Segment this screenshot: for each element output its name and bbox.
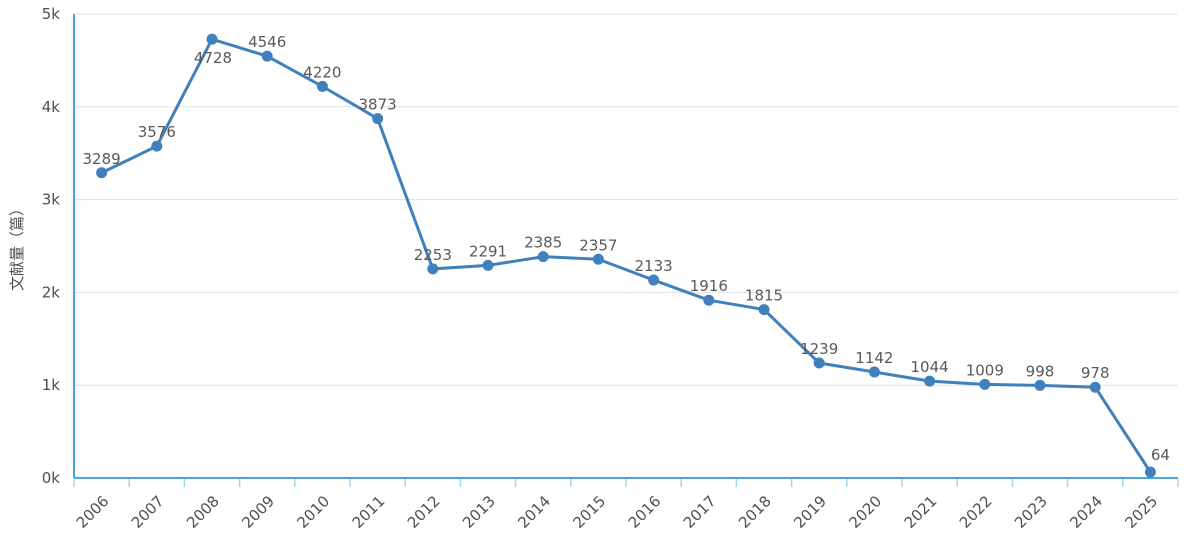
x-tick-label-2008: 2008 <box>183 492 223 532</box>
x-tick-label-2024: 2024 <box>1066 492 1106 532</box>
data-label-2016: 2133 <box>635 257 673 275</box>
data-point-2018[interactable] <box>758 304 770 316</box>
x-tick-label-2023: 2023 <box>1011 492 1051 532</box>
data-point-2013[interactable] <box>482 259 494 271</box>
y-tick-label: 0k <box>42 469 61 487</box>
x-tick-label-2006: 2006 <box>73 492 113 532</box>
y-tick-label: 5k <box>42 5 61 23</box>
x-tick-label-2015: 2015 <box>569 492 609 532</box>
y-tick-label: 3k <box>42 191 61 209</box>
data-label-2021: 1044 <box>911 358 949 376</box>
data-label-2020: 1142 <box>855 349 893 367</box>
x-tick-label-2017: 2017 <box>680 492 720 532</box>
data-label-2006: 3289 <box>83 150 121 168</box>
data-label-2024: 978 <box>1081 364 1110 382</box>
x-tick-label-2018: 2018 <box>735 492 775 532</box>
data-point-2024[interactable] <box>1089 381 1101 393</box>
data-label-2019: 1239 <box>800 340 838 358</box>
x-tick-label-2011: 2011 <box>349 492 389 532</box>
data-label-2009: 4546 <box>248 33 286 51</box>
data-label-2014: 2385 <box>524 234 562 252</box>
x-tick-label-2019: 2019 <box>790 492 830 532</box>
x-tick-label-2025: 2025 <box>1121 492 1161 532</box>
data-label-2007: 3576 <box>138 123 176 141</box>
x-tick-label-2020: 2020 <box>845 492 885 532</box>
data-label-2010: 4220 <box>303 63 341 81</box>
data-label-2011: 3873 <box>359 96 397 114</box>
data-label-2008: 4728 <box>194 49 232 67</box>
data-label-2025: 64 <box>1151 446 1170 464</box>
y-tick-label: 4k <box>42 98 61 116</box>
data-point-2020[interactable] <box>868 366 880 378</box>
x-tick-label-2010: 2010 <box>293 492 333 532</box>
data-label-2017: 1916 <box>690 277 728 295</box>
data-point-2010[interactable] <box>316 80 328 92</box>
x-tick-label-2021: 2021 <box>901 492 941 532</box>
data-point-2016[interactable] <box>648 274 660 286</box>
x-tick-label-2013: 2013 <box>459 492 499 532</box>
data-label-2018: 1815 <box>745 287 783 305</box>
data-point-2011[interactable] <box>372 113 384 125</box>
data-point-2019[interactable] <box>813 357 825 369</box>
x-tick-label-2007: 2007 <box>128 492 168 532</box>
data-label-2022: 1009 <box>966 361 1004 379</box>
x-tick-label-2012: 2012 <box>404 492 444 532</box>
x-tick-label-2022: 2022 <box>956 492 996 532</box>
data-point-2025[interactable] <box>1144 466 1156 478</box>
data-point-2007[interactable] <box>151 140 163 152</box>
data-point-2014[interactable] <box>537 251 549 263</box>
x-tick-label-2014: 2014 <box>514 492 554 532</box>
data-point-2023[interactable] <box>1034 379 1046 391</box>
series-line <box>100 37 1152 474</box>
x-tick-label-2009: 2009 <box>238 492 278 532</box>
y-tick-label: 2k <box>42 283 61 301</box>
data-point-2015[interactable] <box>592 253 604 265</box>
data-point-2008[interactable] <box>206 33 218 45</box>
x-tick-label-2016: 2016 <box>625 492 665 532</box>
y-axis-title: 文献量（篇） <box>8 201 26 291</box>
data-point-2006[interactable] <box>96 167 108 179</box>
data-label-2023: 998 <box>1026 362 1055 380</box>
data-point-2012[interactable] <box>427 263 439 275</box>
y-tick-label: 1k <box>42 376 61 394</box>
data-point-2021[interactable] <box>924 375 936 387</box>
data-point-2009[interactable] <box>261 50 273 62</box>
data-label-2013: 2291 <box>469 242 507 260</box>
data-point-2017[interactable] <box>703 294 715 306</box>
data-label-2015: 2357 <box>579 236 617 254</box>
data-label-2012: 2253 <box>414 246 452 264</box>
data-point-2022[interactable] <box>979 378 991 390</box>
